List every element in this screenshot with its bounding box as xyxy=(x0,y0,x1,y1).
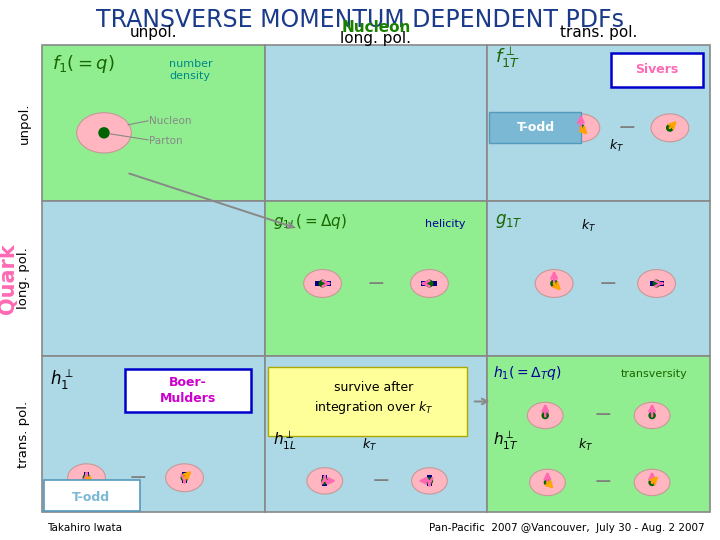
Bar xyxy=(649,281,664,286)
Circle shape xyxy=(577,124,585,132)
FancyBboxPatch shape xyxy=(43,480,140,510)
Text: $k_T$: $k_T$ xyxy=(609,138,624,154)
Ellipse shape xyxy=(651,114,689,142)
Circle shape xyxy=(426,280,433,287)
FancyBboxPatch shape xyxy=(125,369,251,413)
Text: number
density: number density xyxy=(169,59,212,80)
Bar xyxy=(182,472,187,483)
Text: $h_1^{\perp}$: $h_1^{\perp}$ xyxy=(50,367,73,392)
Text: T-odd: T-odd xyxy=(72,491,110,504)
Circle shape xyxy=(649,478,656,486)
Circle shape xyxy=(318,280,326,287)
Text: long. pol.: long. pol. xyxy=(17,248,30,309)
Ellipse shape xyxy=(166,464,204,492)
Text: $h_{1T}^{\perp}$: $h_{1T}^{\perp}$ xyxy=(493,429,519,451)
Ellipse shape xyxy=(304,269,341,298)
Ellipse shape xyxy=(527,402,563,429)
FancyBboxPatch shape xyxy=(611,53,703,87)
FancyBboxPatch shape xyxy=(268,367,467,436)
Text: trans. pol.: trans. pol. xyxy=(17,401,30,468)
Text: $f_1(=q)$: $f_1(=q)$ xyxy=(52,53,115,75)
Ellipse shape xyxy=(307,468,343,494)
Text: −: − xyxy=(617,118,636,138)
Text: −: − xyxy=(594,406,613,426)
Text: $f_{1T}^{\perp}$: $f_{1T}^{\perp}$ xyxy=(495,45,521,70)
Text: $g_{1L}(=\Delta q)$: $g_{1L}(=\Delta q)$ xyxy=(273,212,347,231)
Ellipse shape xyxy=(638,269,675,298)
Text: −: − xyxy=(598,273,617,294)
Bar xyxy=(42,201,265,356)
Text: unpol.: unpol. xyxy=(17,102,30,144)
Circle shape xyxy=(83,474,91,482)
Text: long. pol.: long. pol. xyxy=(341,31,412,46)
Bar xyxy=(323,475,328,487)
Ellipse shape xyxy=(410,269,449,298)
Text: trans. pol.: trans. pol. xyxy=(560,25,637,40)
Circle shape xyxy=(544,478,552,486)
Text: T-odd: T-odd xyxy=(517,121,555,134)
Ellipse shape xyxy=(68,464,105,492)
Text: $k_T$: $k_T$ xyxy=(577,437,593,453)
Circle shape xyxy=(181,474,189,482)
Circle shape xyxy=(666,124,674,132)
Text: Nucleon: Nucleon xyxy=(341,19,410,35)
Circle shape xyxy=(652,280,660,287)
Text: $k_T$: $k_T$ xyxy=(581,218,596,234)
Text: $h_{1L}^{\perp}$: $h_{1L}^{\perp}$ xyxy=(273,429,297,451)
Text: Sivers: Sivers xyxy=(635,63,678,76)
Bar xyxy=(315,281,330,286)
Text: $k_T$: $k_T$ xyxy=(79,490,94,506)
Text: unpol.: unpol. xyxy=(130,25,177,40)
Bar xyxy=(421,281,438,286)
Text: Quark: Quark xyxy=(0,243,18,314)
Text: Parton: Parton xyxy=(149,136,183,146)
Ellipse shape xyxy=(634,469,670,496)
Text: −: − xyxy=(366,273,385,294)
Text: Takahiro Iwata: Takahiro Iwata xyxy=(47,523,122,533)
Ellipse shape xyxy=(412,468,447,494)
Text: Nucleon: Nucleon xyxy=(149,116,192,126)
Text: −: − xyxy=(594,472,613,492)
Circle shape xyxy=(541,411,549,419)
Bar xyxy=(84,472,89,483)
Ellipse shape xyxy=(530,469,565,496)
Text: −: − xyxy=(128,468,147,488)
Bar xyxy=(265,45,487,201)
Bar xyxy=(487,201,710,356)
Text: survive after
integration over $k_T$: survive after integration over $k_T$ xyxy=(314,381,433,416)
Text: Boer-
Mulders: Boer- Mulders xyxy=(160,376,216,405)
Text: $k_T$: $k_T$ xyxy=(361,437,377,453)
Text: $g_{1T}$: $g_{1T}$ xyxy=(495,212,523,230)
Bar xyxy=(427,475,432,487)
Text: −: − xyxy=(371,471,390,491)
Text: helicity: helicity xyxy=(425,219,466,230)
Ellipse shape xyxy=(634,402,670,429)
Text: $h_1(=\Delta_T q)$: $h_1(=\Delta_T q)$ xyxy=(493,364,562,382)
Circle shape xyxy=(321,477,328,484)
Circle shape xyxy=(426,477,433,484)
FancyBboxPatch shape xyxy=(489,112,581,143)
Bar xyxy=(265,356,487,512)
Circle shape xyxy=(98,127,109,139)
Bar xyxy=(487,45,710,201)
Text: TRANSVERSE MOMENTUM DEPENDENT PDFs: TRANSVERSE MOMENTUM DEPENDENT PDFs xyxy=(96,8,624,32)
Text: Pan-Pacific  2007 @Vancouver,  July 30 - Aug. 2 2007: Pan-Pacific 2007 @Vancouver, July 30 - A… xyxy=(429,523,705,533)
Bar xyxy=(487,356,710,512)
Bar xyxy=(42,45,265,201)
Circle shape xyxy=(649,411,656,419)
Bar xyxy=(42,356,265,512)
Ellipse shape xyxy=(562,114,600,142)
Ellipse shape xyxy=(77,113,131,153)
Circle shape xyxy=(550,280,558,287)
Ellipse shape xyxy=(535,269,573,298)
Text: transversity: transversity xyxy=(621,369,688,379)
Bar xyxy=(265,201,487,356)
